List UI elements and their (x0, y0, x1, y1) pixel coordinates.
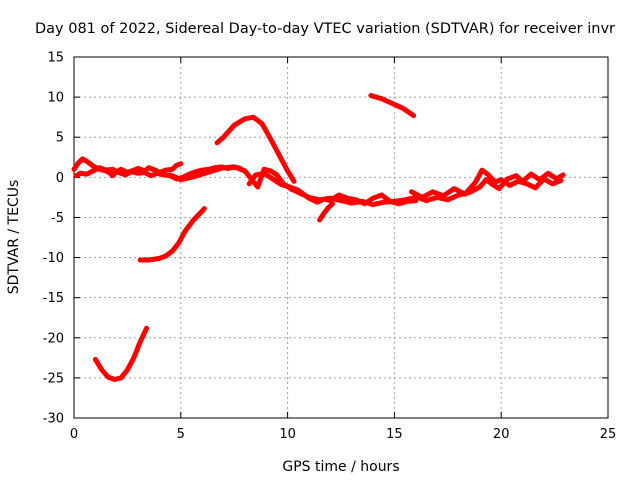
y-tick-label: -30 (43, 412, 64, 427)
axis-ticks: 0 5 10 15 20 25 -30 -25 -20 -15 -10 -5 0 5 10 15 (43, 51, 617, 443)
y-tick-label: -20 (43, 331, 64, 346)
y-tick-label: -5 (51, 211, 64, 226)
series-arc-2 (73, 164, 244, 182)
series-arc-7 (92, 325, 150, 382)
chart-title: Day 081 of 2022, Sidereal Day-to-day VTE… (35, 21, 615, 37)
x-tick-label: 20 (493, 427, 510, 442)
y-tick-label: 15 (47, 51, 64, 66)
y-tick-label: 5 (56, 131, 64, 146)
series-arc-5 (214, 114, 297, 184)
series-arc-8 (317, 201, 335, 223)
plot-frame (73, 56, 609, 419)
y-tick-label: 10 (47, 91, 64, 106)
x-tick-label: 0 (70, 427, 78, 442)
grid (74, 57, 608, 418)
x-tick-label: 10 (279, 427, 296, 442)
series-arc-6 (137, 206, 207, 263)
x-axis-label: GPS time / hours (282, 459, 399, 475)
data-series (71, 93, 566, 382)
series-arc-4 (246, 170, 419, 207)
series-arc-11 (413, 170, 566, 204)
x-tick-label: 15 (386, 427, 403, 442)
x-tick-label: 5 (177, 427, 185, 442)
y-tick-label: -10 (43, 251, 64, 266)
y-tick-label: -25 (43, 371, 64, 386)
x-tick-label: 25 (600, 427, 617, 442)
y-tick-label: 0 (56, 171, 64, 186)
series-arc-9 (368, 93, 417, 119)
series-arc-1 (71, 156, 184, 179)
y-axis-label: SDTVAR / TECUs (6, 180, 22, 295)
series-arc-10 (409, 167, 564, 200)
y-tick-label: -15 (43, 291, 64, 306)
